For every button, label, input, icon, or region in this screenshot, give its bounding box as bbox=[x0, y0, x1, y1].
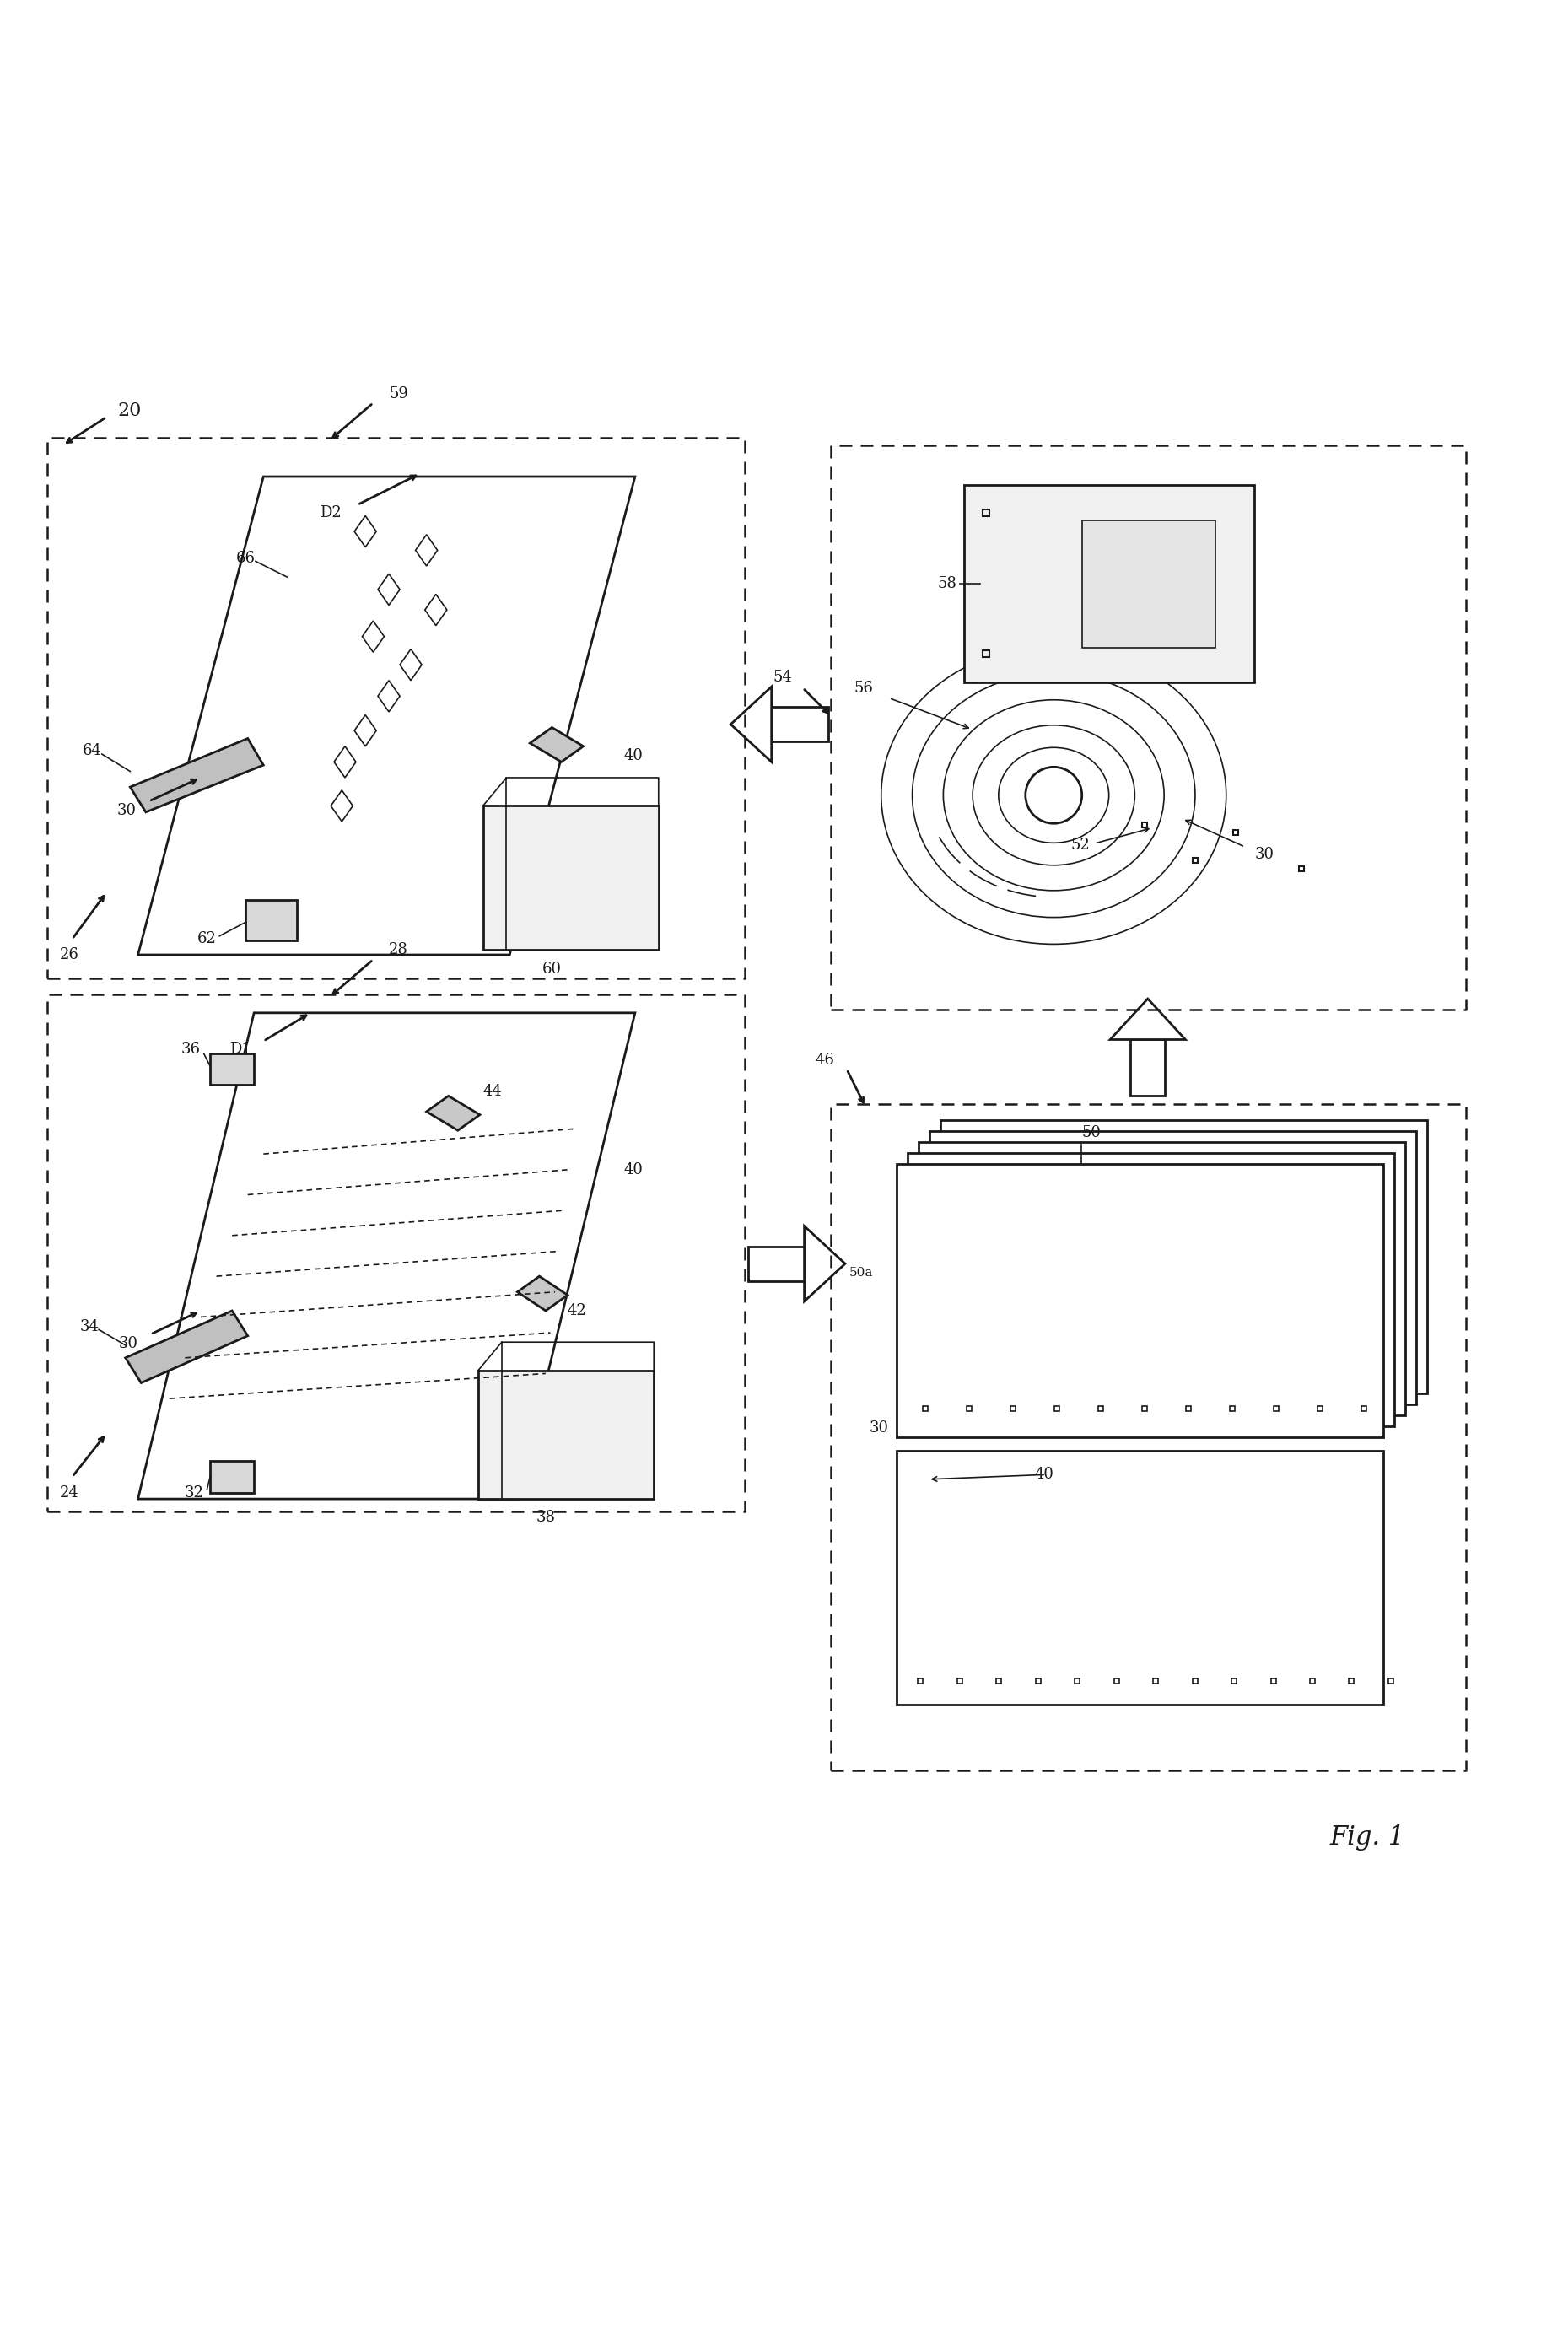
Text: 64: 64 bbox=[83, 744, 102, 758]
Text: 40: 40 bbox=[1035, 1467, 1054, 1481]
Text: 59: 59 bbox=[389, 385, 408, 401]
Text: 50a: 50a bbox=[850, 1267, 873, 1278]
Text: 20: 20 bbox=[118, 401, 141, 420]
Bar bbox=[1082, 520, 1215, 649]
Bar bbox=[483, 805, 659, 950]
Polygon shape bbox=[426, 1097, 480, 1132]
Text: 62: 62 bbox=[198, 931, 216, 947]
Text: D1: D1 bbox=[229, 1041, 251, 1057]
Polygon shape bbox=[1110, 999, 1185, 1041]
Text: 40: 40 bbox=[624, 749, 643, 763]
Polygon shape bbox=[517, 1276, 568, 1311]
Bar bbox=[964, 485, 1254, 681]
Text: 42: 42 bbox=[568, 1304, 586, 1318]
Bar bbox=[210, 1460, 254, 1493]
Text: 34: 34 bbox=[80, 1318, 99, 1334]
Text: 28: 28 bbox=[389, 943, 408, 959]
Text: 24: 24 bbox=[60, 1486, 78, 1500]
Text: 46: 46 bbox=[815, 1052, 834, 1069]
Text: 26: 26 bbox=[60, 947, 78, 964]
Text: 44: 44 bbox=[483, 1083, 502, 1099]
Text: 30: 30 bbox=[1254, 847, 1273, 863]
Text: 54: 54 bbox=[773, 670, 792, 684]
Bar bbox=[210, 1055, 254, 1085]
Text: 36: 36 bbox=[182, 1041, 201, 1057]
Bar bbox=[245, 901, 296, 940]
Text: 60: 60 bbox=[543, 961, 561, 978]
Bar bbox=[919, 1141, 1405, 1416]
Bar bbox=[897, 1451, 1383, 1705]
Polygon shape bbox=[804, 1227, 845, 1302]
Text: 30: 30 bbox=[870, 1421, 889, 1435]
Text: D2: D2 bbox=[320, 504, 342, 520]
Text: 30: 30 bbox=[118, 803, 136, 819]
Bar bbox=[771, 707, 828, 742]
Text: 40: 40 bbox=[624, 1162, 643, 1178]
Polygon shape bbox=[130, 740, 263, 812]
Bar bbox=[478, 1369, 654, 1498]
Polygon shape bbox=[530, 728, 583, 763]
Text: 30: 30 bbox=[119, 1337, 138, 1351]
Text: 52: 52 bbox=[1071, 838, 1090, 852]
Polygon shape bbox=[125, 1311, 248, 1383]
Bar bbox=[930, 1132, 1416, 1404]
Text: 56: 56 bbox=[855, 681, 873, 695]
Text: 32: 32 bbox=[185, 1486, 204, 1500]
Text: 58: 58 bbox=[938, 576, 956, 590]
Bar bbox=[748, 1246, 804, 1281]
Text: 50: 50 bbox=[1082, 1125, 1101, 1141]
Text: 38: 38 bbox=[536, 1509, 555, 1526]
Bar bbox=[941, 1120, 1427, 1393]
Text: Fig. 1: Fig. 1 bbox=[1330, 1824, 1405, 1850]
Bar bbox=[1131, 1041, 1165, 1097]
Bar bbox=[897, 1164, 1383, 1437]
Text: 66: 66 bbox=[237, 551, 256, 565]
Bar bbox=[908, 1153, 1394, 1425]
Polygon shape bbox=[731, 686, 771, 763]
